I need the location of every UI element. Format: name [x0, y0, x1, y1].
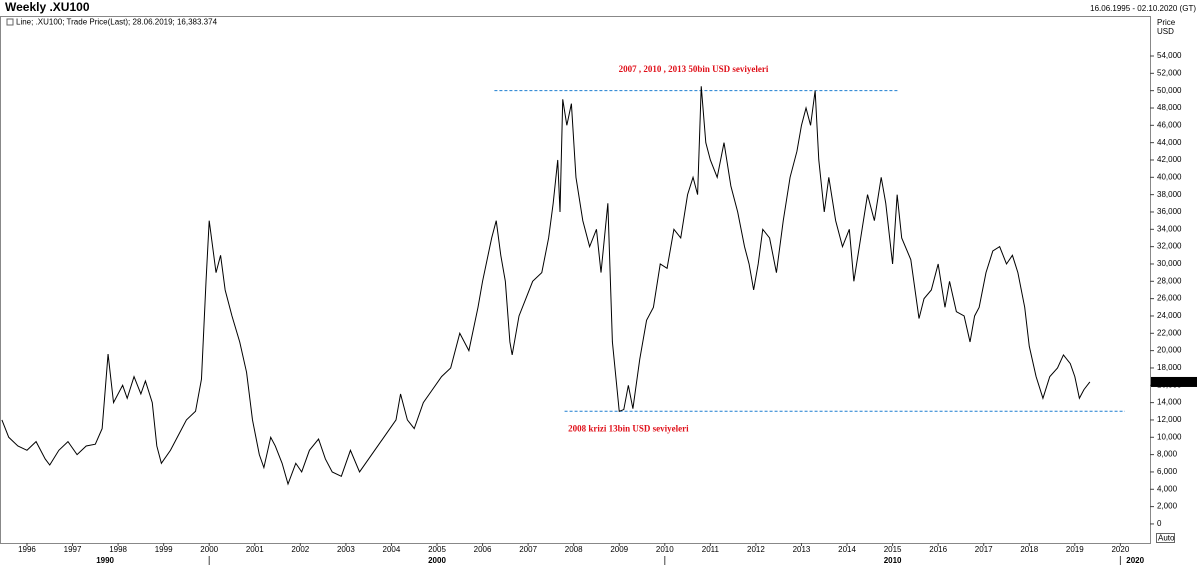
x-tick-label: 2008 — [565, 545, 583, 554]
y-tick-label: 40,000 — [1157, 172, 1182, 181]
date-range: 16.06.1995 - 02.10.2020 (GT) — [1090, 4, 1196, 13]
y-tick-label: 18,000 — [1157, 363, 1182, 372]
x-tick-label: 2005 — [428, 545, 446, 554]
y-tick-label: 30,000 — [1157, 259, 1182, 268]
y-tick-label: 4,000 — [1157, 484, 1178, 493]
x-tick-label: 2019 — [1066, 545, 1084, 554]
annotation: 2007 , 2010 , 2013 50bin USD seviyeleri — [619, 64, 769, 74]
price-line — [1, 86, 1091, 486]
x-tick-label: 2004 — [383, 545, 401, 554]
decade-label: 2010 — [884, 556, 902, 565]
y-tick-label: 8,000 — [1157, 450, 1178, 459]
axis-title: USD — [1157, 27, 1174, 36]
x-tick-label: 2006 — [474, 545, 492, 554]
y-tick-label: 38,000 — [1157, 190, 1182, 199]
y-tick-label: 48,000 — [1157, 103, 1182, 112]
plot-frame — [0, 16, 1151, 544]
decade-label: 1990 — [96, 556, 114, 565]
decade-label: 2000 — [428, 556, 446, 565]
x-tick-label: 1997 — [64, 545, 82, 554]
y-tick-label: 20,000 — [1157, 346, 1182, 355]
x-tick-label: 2014 — [838, 545, 856, 554]
y-tick-label: 2,000 — [1157, 502, 1178, 511]
y-tick-label: 10,000 — [1157, 432, 1182, 441]
last-value-box — [1151, 376, 1197, 387]
axis-title: Price — [1157, 18, 1176, 27]
x-tick-label: 2020 — [1111, 545, 1129, 554]
x-tick-label: 2011 — [702, 545, 720, 554]
x-tick-label: 2013 — [793, 545, 811, 554]
auto-button-label[interactable]: Auto — [1158, 534, 1175, 543]
x-tick-label: 2012 — [747, 545, 765, 554]
y-tick-label: 50,000 — [1157, 86, 1182, 95]
y-tick-label: 54,000 — [1157, 51, 1182, 60]
y-tick-label: 52,000 — [1157, 68, 1182, 77]
x-tick-label: 2018 — [1020, 545, 1038, 554]
x-tick-label: 2003 — [337, 545, 355, 554]
y-tick-label: 12,000 — [1157, 415, 1182, 424]
decade-label: 2020 — [1126, 556, 1144, 565]
x-tick-label: 2001 — [246, 545, 264, 554]
chart-title: Weekly .XU100 — [5, 0, 90, 14]
x-tick-label: 1999 — [155, 545, 173, 554]
y-tick-label: 22,000 — [1157, 328, 1182, 337]
y-tick-label: 28,000 — [1157, 276, 1182, 285]
y-tick-label: 44,000 — [1157, 138, 1182, 147]
y-tick-label: 26,000 — [1157, 294, 1182, 303]
y-tick-label: 34,000 — [1157, 224, 1182, 233]
y-tick-label: 6,000 — [1157, 467, 1178, 476]
x-tick-label: 2015 — [884, 545, 902, 554]
x-tick-label: 2017 — [975, 545, 993, 554]
last-value-label: 16,383.374 — [1153, 377, 1194, 386]
y-tick-label: 36,000 — [1157, 207, 1182, 216]
x-tick-label: 2002 — [291, 545, 309, 554]
y-tick-label: 14,000 — [1157, 398, 1182, 407]
x-tick-label: 2010 — [656, 545, 674, 554]
x-tick-label: 1998 — [109, 545, 127, 554]
legend-icon — [6, 18, 14, 26]
legend: Line; .XU100; Trade Price(Last); 28.06.2… — [16, 18, 218, 27]
x-tick-label: 2009 — [610, 545, 628, 554]
y-tick-label: 32,000 — [1157, 242, 1182, 251]
x-tick-label: 2007 — [519, 545, 537, 554]
x-tick-label: 1996 — [18, 545, 36, 554]
y-tick-label: 24,000 — [1157, 311, 1182, 320]
x-tick-label: 2016 — [929, 545, 947, 554]
auto-button[interactable] — [1156, 533, 1175, 543]
x-tick-label: 2000 — [200, 545, 218, 554]
y-tick-label: 46,000 — [1157, 120, 1182, 129]
y-tick-label: 42,000 — [1157, 155, 1182, 164]
y-tick-label: 0 — [1157, 519, 1162, 528]
annotation: 2008 krizi 13bin USD seviyeleri — [568, 424, 689, 434]
